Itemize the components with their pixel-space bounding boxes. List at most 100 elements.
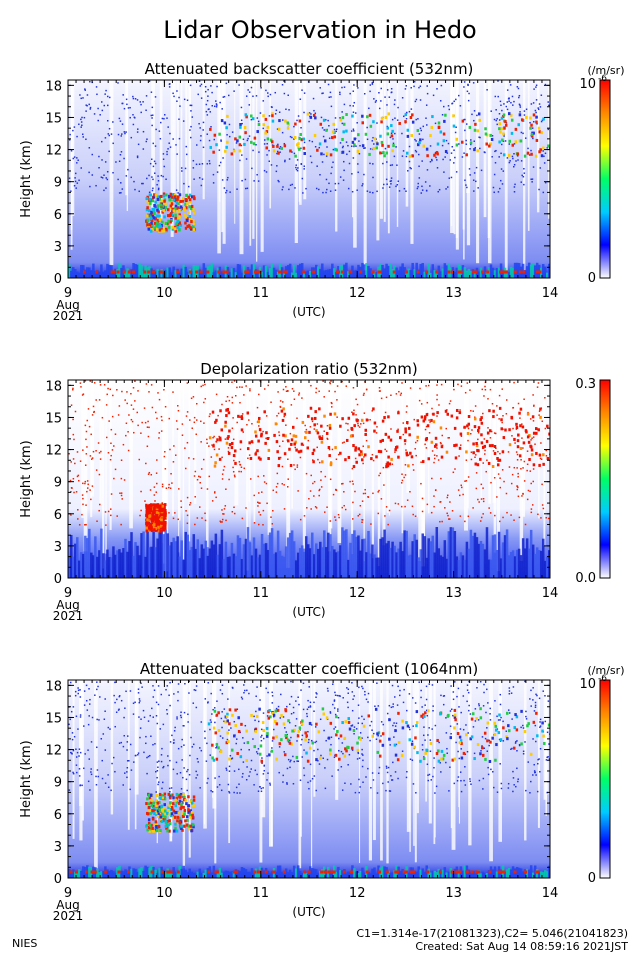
noise-speck xyxy=(464,766,466,768)
cloud-speck xyxy=(218,132,221,136)
cloud-speck xyxy=(259,457,262,461)
surface-aerosol-speck xyxy=(435,270,439,274)
noise-speck xyxy=(321,435,324,437)
noise-speck xyxy=(206,438,208,441)
noise-speck xyxy=(502,720,504,723)
noise-speck xyxy=(155,770,157,773)
noise-speck xyxy=(515,740,517,743)
noise-speck xyxy=(356,189,358,191)
noise-speck xyxy=(283,80,285,82)
noise-speck xyxy=(371,140,374,142)
noise-speck xyxy=(402,701,405,704)
cloud-speck xyxy=(158,217,162,221)
cloud-speck xyxy=(249,456,253,460)
boundary-layer-column xyxy=(162,534,165,578)
cloud-speck xyxy=(405,453,409,457)
noise-speck xyxy=(93,382,96,384)
noise-speck xyxy=(82,503,84,506)
noise-speck xyxy=(458,94,460,97)
cloud-speck xyxy=(491,444,494,448)
boundary-layer-column xyxy=(481,271,485,278)
boundary-layer-column xyxy=(517,548,521,578)
noise-speck xyxy=(252,738,254,740)
noise-speck xyxy=(78,755,80,757)
noise-speck xyxy=(460,748,463,750)
noise-speck xyxy=(130,404,133,406)
noise-speck xyxy=(499,477,501,479)
noise-speck xyxy=(333,728,335,730)
cloud-speck xyxy=(339,118,343,122)
cloud-speck xyxy=(526,435,530,439)
noise-speck xyxy=(159,728,162,730)
noise-speck xyxy=(445,717,447,719)
boundary-layer-column xyxy=(407,268,410,278)
noise-speck xyxy=(343,160,345,163)
boundary-layer-column xyxy=(315,543,318,578)
cloud-speck xyxy=(155,221,159,225)
noise-speck xyxy=(293,464,295,466)
cloud-speck xyxy=(432,420,436,424)
cloud-speck xyxy=(375,146,379,150)
noise-speck xyxy=(77,689,80,692)
noise-speck xyxy=(242,761,245,763)
noise-speck xyxy=(431,684,434,686)
noise-speck xyxy=(228,94,230,97)
noise-speck xyxy=(471,429,473,431)
noise-speck xyxy=(296,760,298,762)
noise-speck xyxy=(354,791,357,794)
noise-speck xyxy=(439,501,441,503)
noise-speck xyxy=(482,462,484,464)
noise-speck xyxy=(472,82,475,84)
noise-speck xyxy=(68,723,70,726)
boundary-layer-column xyxy=(168,267,171,278)
noise-speck xyxy=(138,190,140,193)
signal-gap xyxy=(261,680,266,818)
cloud-speck xyxy=(491,464,495,468)
boundary-layer-column xyxy=(158,271,161,278)
noise-speck xyxy=(307,439,310,442)
cloud-speck xyxy=(227,411,231,415)
cloud-speck xyxy=(146,219,150,223)
noise-speck xyxy=(537,513,539,516)
noise-speck xyxy=(418,86,420,89)
noise-speck xyxy=(358,140,360,142)
boundary-layer-column xyxy=(429,541,433,578)
boundary-layer-column xyxy=(539,550,543,578)
boundary-layer-column xyxy=(118,549,121,578)
noise-speck xyxy=(107,726,110,729)
noise-speck xyxy=(162,766,164,769)
cloud-speck xyxy=(538,453,542,457)
noise-speck xyxy=(283,142,286,145)
cloud-speck xyxy=(479,457,482,461)
cloud-speck xyxy=(510,131,514,135)
noise-speck xyxy=(463,81,466,83)
noise-speck xyxy=(521,437,523,439)
cloud-speck xyxy=(171,210,174,214)
noise-speck xyxy=(229,754,232,757)
boundary-layer-column xyxy=(327,532,330,578)
noise-speck xyxy=(537,107,539,109)
cloud-speck xyxy=(165,193,168,197)
noise-speck xyxy=(347,688,350,691)
y-tick-label: 6 xyxy=(54,208,62,223)
noise-speck xyxy=(295,700,297,702)
noise-speck xyxy=(531,178,534,180)
boundary-layer-column xyxy=(541,264,545,278)
noise-speck xyxy=(459,771,462,773)
cloud-speck xyxy=(489,133,492,137)
noise-speck xyxy=(188,457,190,459)
noise-speck xyxy=(281,188,284,191)
noise-speck xyxy=(313,495,315,497)
noise-speck xyxy=(123,716,125,719)
noise-speck xyxy=(513,466,516,469)
noise-speck xyxy=(445,139,448,142)
x-axis-label: (UTC) xyxy=(292,305,325,319)
noise-speck xyxy=(431,159,433,162)
noise-speck xyxy=(68,452,70,455)
noise-speck xyxy=(322,135,325,138)
noise-speck xyxy=(205,110,208,113)
noise-speck xyxy=(341,86,343,89)
noise-speck xyxy=(278,746,281,748)
noise-speck xyxy=(489,437,492,439)
noise-speck xyxy=(295,166,297,169)
